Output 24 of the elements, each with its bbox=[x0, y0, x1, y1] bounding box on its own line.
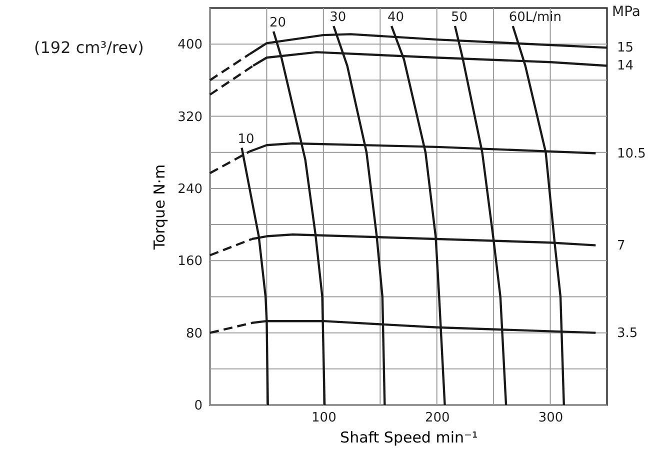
series-label: 40 bbox=[387, 10, 404, 26]
x-tick-label: 300 bbox=[538, 410, 564, 426]
series-label: 10.5 bbox=[617, 146, 646, 162]
y-tick-label: 160 bbox=[178, 254, 202, 270]
series-label: 30 bbox=[330, 10, 346, 26]
text: MPa bbox=[612, 4, 640, 20]
series-label: 50 bbox=[451, 10, 468, 26]
y-axis-title: Torque N·m bbox=[150, 164, 169, 251]
series-label: 14 bbox=[617, 58, 634, 74]
series-label: 20 bbox=[270, 15, 286, 30]
x-tick-label: 100 bbox=[312, 410, 336, 426]
series-label: 60L/min bbox=[508, 10, 562, 26]
y-tick-label: 320 bbox=[178, 110, 202, 125]
y-tick-label: 0 bbox=[194, 398, 202, 414]
y-tick-label: 240 bbox=[178, 182, 202, 197]
text: (192 cm³/rev) bbox=[34, 38, 144, 57]
series-label: 10 bbox=[238, 132, 254, 147]
x-tick-label: 200 bbox=[424, 410, 450, 426]
y-tick-label: 400 bbox=[178, 38, 202, 53]
series-label: 3.5 bbox=[617, 326, 638, 341]
y-tick-label: 80 bbox=[186, 326, 202, 342]
x-axis-title: Shaft Speed min⁻¹ bbox=[340, 428, 478, 446]
series-label: 7 bbox=[617, 238, 626, 254]
series-label: 15 bbox=[617, 40, 634, 56]
